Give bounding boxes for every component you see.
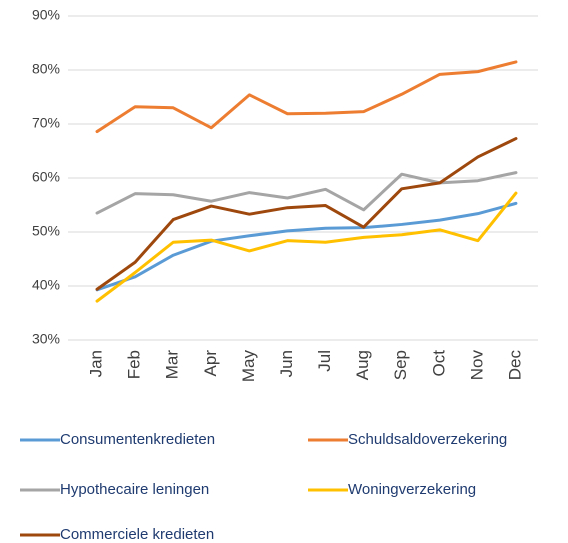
y-tick-label: 40% <box>32 277 60 293</box>
x-tick-label: Oct <box>429 350 448 377</box>
y-tick-label: 90% <box>32 7 60 23</box>
x-tick-label: May <box>239 350 258 383</box>
x-tick-label: Apr <box>201 350 220 377</box>
line-series <box>95 171 518 215</box>
x-tick-label: Aug <box>353 350 372 380</box>
y-tick-label: 80% <box>32 61 60 77</box>
line-series <box>95 60 518 134</box>
x-tick-label: Jan <box>87 350 106 377</box>
y-tick-label: 50% <box>32 223 60 239</box>
x-tick-label: Dec <box>505 350 524 381</box>
line-series <box>95 201 518 292</box>
x-tick-label: Jun <box>277 350 296 377</box>
x-tick-label: Jul <box>315 350 334 372</box>
y-tick-label: 70% <box>32 115 60 131</box>
legend-label: Commerciele kredieten <box>60 526 214 543</box>
line-series <box>95 191 518 303</box>
legend-label: Consumentenkredieten <box>60 431 215 448</box>
line-series <box>95 137 518 291</box>
x-tick-label: Mar <box>163 350 182 380</box>
y-tick-label: 60% <box>32 169 60 185</box>
legend-label: Woningverzekering <box>348 481 476 498</box>
x-tick-label: Feb <box>125 350 144 379</box>
legend-label: Hypothecaire leningen <box>60 481 209 498</box>
x-tick-label: Sep <box>391 350 410 380</box>
y-tick-label: 30% <box>32 331 60 347</box>
legend-label: Schuldsaldoverzekering <box>348 431 507 448</box>
x-tick-label: Nov <box>467 350 486 381</box>
